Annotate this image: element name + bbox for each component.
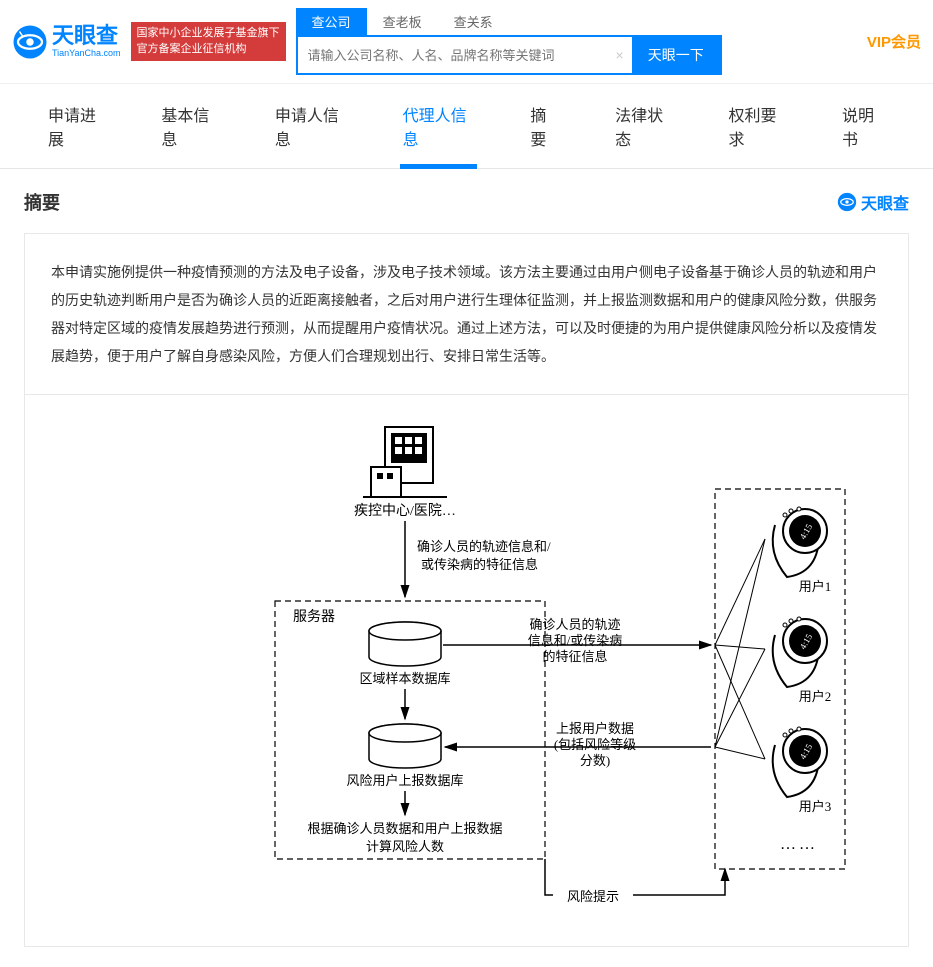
nav-tab-6[interactable]: 权利要求 xyxy=(701,84,814,168)
ellipsis: …… xyxy=(780,836,818,853)
calc-line2: 计算风险人数 xyxy=(366,839,444,854)
db2-icon xyxy=(369,724,441,768)
abstract-section: 摘要 天眼查 本申请实施例提供一种疫情预测的方法及电子设备，涉及电子技术领域。该… xyxy=(0,169,933,967)
vip-link[interactable]: VIP会员 xyxy=(867,31,921,52)
logo-domain: TianYanCha.com xyxy=(52,49,121,59)
nav-tab-1[interactable]: 基本信息 xyxy=(133,84,246,168)
nav-tab-0[interactable]: 申请进展 xyxy=(20,84,133,168)
calc-line1: 根据确诊人员数据和用户上报数据 xyxy=(307,821,502,836)
nav-tabs: 申请进展基本信息申请人信息代理人信息摘要法律状态权利要求说明书 xyxy=(0,84,933,169)
gov-badge: 国家中小企业发展子基金旗下 官方备案企业征信机构 xyxy=(131,22,286,61)
nav-tab-4[interactable]: 摘要 xyxy=(502,84,587,168)
diagram-container: 疾控中心/医院… 确诊人员的轨迹信息和/ 或传染病的特征信息 服务器 区域样本数… xyxy=(24,395,909,947)
db1-icon xyxy=(369,622,441,666)
mid2-l1: 上报用户数据 xyxy=(556,721,634,736)
risk-hint: 风险提示 xyxy=(567,889,619,904)
mid1-l3: 的特征信息 xyxy=(542,649,607,664)
eye-logo-icon xyxy=(12,24,48,60)
nav-tab-5[interactable]: 法律状态 xyxy=(587,84,700,168)
server-label: 服务器 xyxy=(293,609,335,625)
clear-icon[interactable]: × xyxy=(608,47,632,63)
logo[interactable]: 天眼查 TianYanCha.com xyxy=(12,24,121,60)
search-button[interactable]: 天眼一下 xyxy=(632,37,720,73)
mid2-l3: 分数) xyxy=(580,753,610,768)
watch-icon-0: 4:15 用户1 xyxy=(773,507,832,594)
svg-text:用户2: 用户2 xyxy=(799,689,832,704)
logo-name: 天眼查 xyxy=(52,24,121,48)
search-tab-2[interactable]: 查关系 xyxy=(438,8,509,35)
db2-label: 风险用户上报数据库 xyxy=(346,773,463,788)
db1-label: 区域样本数据库 xyxy=(359,671,450,686)
search-area: 查公司查老板查关系 × 天眼一下 xyxy=(296,8,722,75)
cdc-label: 疾控中心/医院… xyxy=(354,503,456,519)
section-header: 摘要 天眼查 xyxy=(24,189,909,215)
cdc-building-icon xyxy=(363,427,447,497)
watch-icon-1: 4:15 用户2 xyxy=(773,617,832,704)
top-header: 天眼查 TianYanCha.com 国家中小企业发展子基金旗下 官方备案企业征… xyxy=(0,0,933,84)
search-input[interactable] xyxy=(298,40,608,71)
section-title: 摘要 xyxy=(24,189,60,215)
nav-tab-3[interactable]: 代理人信息 xyxy=(375,84,503,168)
mid2-l2: (包括风险等级 xyxy=(554,737,636,752)
search-tab-0[interactable]: 查公司 xyxy=(296,8,367,35)
mid1-l2: 信息和/或传染病 xyxy=(528,633,623,648)
watermark: 天眼查 xyxy=(837,190,909,214)
watch-icon-2: 4:15 用户3 xyxy=(773,727,832,814)
search-box: × 天眼一下 xyxy=(296,35,722,75)
search-tabs: 查公司查老板查关系 xyxy=(296,8,722,35)
abstract-text: 本申请实施例提供一种疫情预测的方法及电子设备，涉及电子技术领域。该方法主要通过由… xyxy=(24,233,909,395)
nav-tab-7[interactable]: 说明书 xyxy=(814,84,913,168)
flow-diagram: 疾控中心/医院… 确诊人员的轨迹信息和/ 或传染病的特征信息 服务器 区域样本数… xyxy=(75,419,855,919)
badge-line2: 官方备案企业征信机构 xyxy=(137,42,280,57)
search-tab-1[interactable]: 查老板 xyxy=(367,8,438,35)
svg-text:用户1: 用户1 xyxy=(799,579,832,594)
watermark-text: 天眼查 xyxy=(861,190,909,214)
nav-tab-2[interactable]: 申请人信息 xyxy=(247,84,375,168)
arrow1-text1: 确诊人员的轨迹信息和/ xyxy=(417,539,551,554)
svg-text:用户3: 用户3 xyxy=(799,799,832,814)
arrow1-text2: 或传染病的特征信息 xyxy=(421,557,538,572)
badge-line1: 国家中小企业发展子基金旗下 xyxy=(137,26,280,41)
watermark-icon xyxy=(837,192,857,212)
mid1-l1: 确诊人员的轨迹 xyxy=(529,617,620,632)
